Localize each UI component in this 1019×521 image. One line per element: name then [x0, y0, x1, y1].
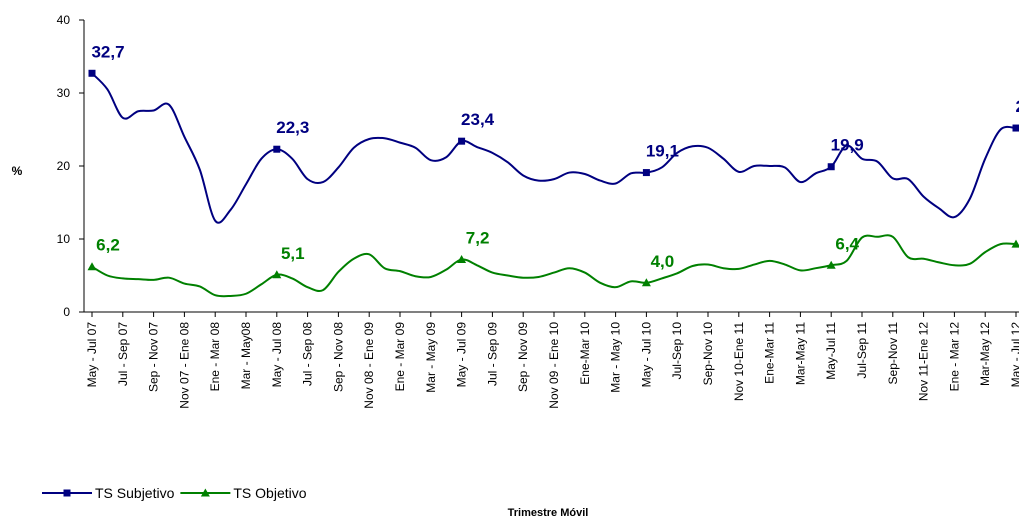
- data-point: [458, 137, 466, 145]
- x-tick-label: Nov 07 - Ene 08: [177, 322, 191, 409]
- x-tick-label: Ene - Mar 08: [208, 322, 222, 392]
- x-tick-label: Mar - May 10: [609, 322, 623, 393]
- data-point: [641, 278, 651, 287]
- legend-marker: [200, 488, 210, 497]
- data-label: 5,1: [281, 244, 305, 263]
- x-tick-label: Sep - Nov 07: [147, 322, 161, 392]
- data-point: [827, 163, 835, 171]
- x-tick-label: May-Jul 11: [824, 322, 838, 380]
- legend-label: TS Subjetivo: [95, 485, 175, 501]
- data-point: [87, 262, 97, 271]
- x-tick-label: Nov 08 - Ene 09: [362, 322, 376, 409]
- data-label: 23,4: [461, 110, 495, 129]
- x-tick-label: Ene-Mar 11: [763, 322, 777, 384]
- data-label: 6,4: [835, 234, 859, 253]
- data-label: 25,2: [1015, 97, 1019, 116]
- data-label: 7,2: [466, 228, 490, 247]
- x-tick-label: Mar-May 11: [793, 322, 807, 385]
- legend-marker: [63, 489, 71, 497]
- data-label: 32,7: [91, 42, 124, 61]
- data-point: [272, 270, 282, 279]
- x-tick-label: Jul - Sep 08: [301, 322, 315, 386]
- y-tick-label: 30: [57, 86, 71, 100]
- x-tick-label: Sep-Nov 11: [886, 322, 900, 385]
- data-label: 22,3: [276, 118, 309, 137]
- data-point: [273, 145, 281, 153]
- x-tick-label: May - Jul 09: [455, 322, 469, 388]
- series-line: [91, 72, 1017, 224]
- x-tick-label: Ene - Mar 12: [947, 322, 961, 392]
- x-tick-label: Mar - May08: [239, 322, 253, 390]
- x-tick-label: Ene-Mar 10: [578, 322, 592, 385]
- data-label: 6,2: [96, 236, 120, 255]
- y-tick-label: 40: [57, 13, 71, 27]
- x-tick-label: May - Jul 10: [639, 322, 653, 388]
- x-tick-label: Jul - Sep 09: [485, 322, 499, 386]
- legend-label: TS Objetivo: [233, 485, 306, 501]
- x-tick-label: Ene - Mar 09: [393, 322, 407, 392]
- x-tick-label: Sep - Nov 09: [516, 322, 530, 392]
- y-tick-label: 0: [63, 305, 70, 319]
- x-axis-label: Trimestre Móvil: [508, 507, 589, 519]
- x-tick-label: Jul-Sep 11: [855, 322, 869, 379]
- data-label: 19,1: [646, 142, 679, 161]
- data-point: [642, 169, 650, 177]
- y-tick-label: 10: [57, 232, 71, 246]
- data-point: [457, 254, 467, 263]
- data-point: [1012, 124, 1019, 132]
- x-tick-label: Nov 11-Ene 12: [917, 322, 931, 401]
- series-line: [91, 234, 1017, 298]
- x-tick-label: Mar-May 12: [978, 322, 992, 386]
- x-tick-label: May - Jul 07: [85, 322, 99, 388]
- x-tick-label: Sep - Nov 08: [331, 322, 345, 392]
- x-tick-label: Nov 10-Ene 11: [732, 322, 746, 401]
- data-point: [88, 69, 96, 77]
- x-tick-label: May - Jul 08: [270, 322, 284, 388]
- y-axis-label: %: [12, 164, 23, 178]
- data-label: 4,0: [651, 252, 675, 271]
- x-tick-label: May - Jul 12: [1009, 322, 1019, 388]
- y-tick-label: 20: [57, 159, 71, 173]
- x-tick-label: Jul-Sep 10: [670, 322, 684, 380]
- x-tick-label: Sep-Nov 10: [701, 322, 715, 386]
- x-tick-label: Jul - Sep 07: [116, 322, 130, 386]
- data-point: [1011, 239, 1019, 248]
- x-tick-label: Nov 09 - Ene 10: [547, 322, 561, 409]
- data-label: 19,9: [831, 136, 864, 155]
- x-tick-label: Mar - May 09: [424, 322, 438, 393]
- data-point: [826, 260, 836, 269]
